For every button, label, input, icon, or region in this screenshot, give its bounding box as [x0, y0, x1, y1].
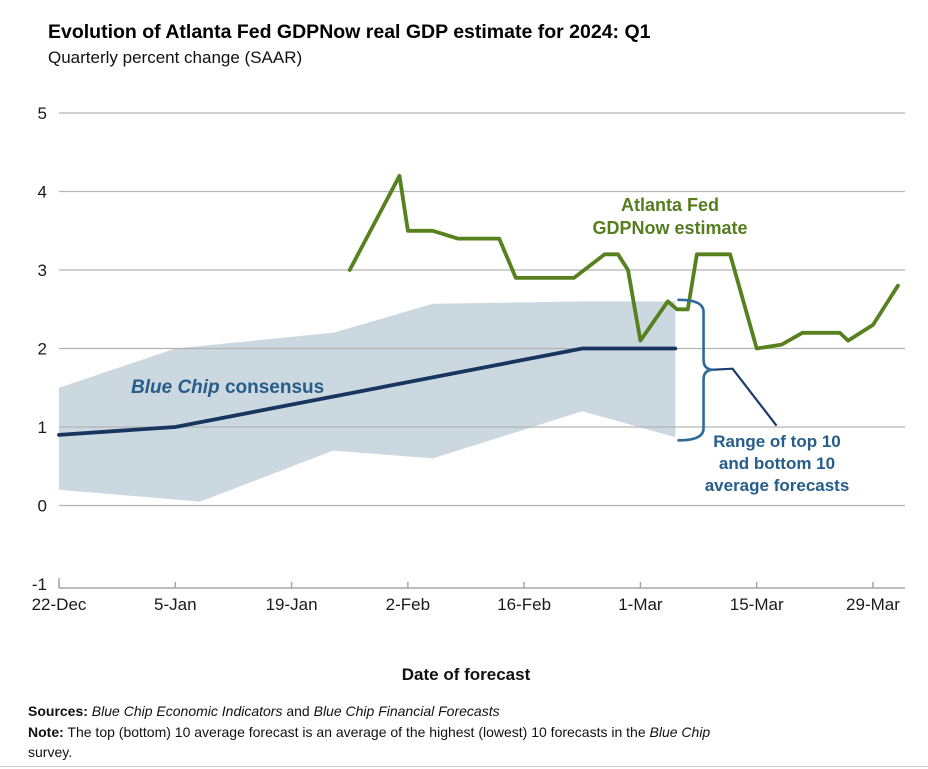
note-italic: Blue Chip [649, 723, 711, 740]
sources-joiner: and [282, 703, 314, 719]
x-tick-label-1-Mar: 1-Mar [618, 595, 663, 614]
source-2: Blue Chip Financial Forecasts [313, 703, 500, 719]
note-line: Note: The top (bottom) 10 average foreca… [28, 722, 890, 763]
forecast-range-band [59, 301, 676, 502]
y-tick-label-4: 4 [38, 183, 47, 202]
range-label-line3: average forecasts [704, 476, 850, 495]
gdpnow-line [347, 173, 900, 351]
chart-title: Evolution of Atlanta Fed GDPNow real GDP… [48, 21, 651, 43]
y-tick-label-3: 3 [38, 261, 47, 280]
page-bottom-rule [0, 766, 928, 767]
range-label-line2: and bottom 10 [718, 454, 836, 473]
bluechip-line [57, 346, 678, 437]
x-tick-label-15-Mar: 15-Mar [730, 595, 784, 614]
source-1: Blue Chip Economic Indicators [87, 703, 283, 719]
range-label-line1: Range of top 10 [713, 432, 841, 451]
range-pointer-line [713, 367, 778, 427]
x-tick-label-29-Mar: 29-Mar [846, 595, 900, 614]
x-tick-label-22-Dec: 22-Dec [32, 595, 87, 614]
y-tick-label-0: 0 [38, 497, 47, 516]
note-body: The top (bottom) 10 average forecast is … [63, 723, 650, 740]
bluechip-series-label-italic: Blue Chip [131, 377, 220, 398]
bluechip-series-label: Blue Chip consensus [131, 377, 324, 399]
sources-line: Sources: Blue Chip Economic Indicators a… [28, 701, 890, 722]
note-prefix: Note: [28, 723, 64, 740]
gdpnow-series-label: Atlanta Fed GDPNow estimate [565, 194, 775, 240]
x-tick-label-5-Jan: 5-Jan [154, 595, 197, 614]
y-tick-label-5: 5 [38, 104, 47, 123]
range-annotation-label: Range of top 10 and bottom 10 average fo… [694, 431, 860, 497]
gdpnow-series-label-line2: GDPNow estimate [592, 218, 748, 238]
x-axis-title: Date of forecast [401, 665, 531, 684]
x-tick-label-19-Jan: 19-Jan [266, 595, 318, 614]
bluechip-series-label-rest: consensus [219, 377, 325, 398]
x-tick-label-2-Feb: 2-Feb [386, 595, 430, 614]
chart-footer: Sources: Blue Chip Economic Indicators a… [28, 701, 890, 763]
y-tick-label-1: 1 [38, 418, 47, 437]
y-tick-label--1: -1 [32, 575, 47, 594]
x-tick-label-16-Feb: 16-Feb [497, 595, 551, 614]
note-tail: survey. [28, 744, 73, 760]
sources-prefix: Sources: [28, 703, 88, 719]
range-brace [677, 298, 714, 442]
gdpnow-series-label-line1: Atlanta Fed [620, 195, 719, 215]
chart-subtitle: Quarterly percent change (SAAR) [48, 48, 303, 67]
y-tick-label-2: 2 [38, 340, 47, 359]
